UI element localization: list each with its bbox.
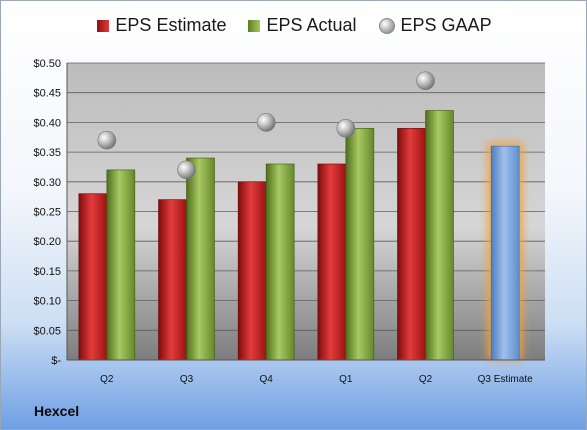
y-tick-label: $0.30 <box>33 177 61 189</box>
x-tick-label: Q4 <box>259 374 273 385</box>
y-tick-label: $0.35 <box>33 147 61 159</box>
bar-eps-estimate <box>397 128 426 361</box>
bar-eps-estimate <box>317 163 347 361</box>
marker-eps-gaap <box>336 119 356 138</box>
bar-eps-estimate <box>78 193 108 361</box>
legend-label-actual: EPS Actual <box>266 15 357 35</box>
x-tick-label: Q2 <box>100 374 114 385</box>
x-tick-label: Q3 <box>180 374 194 385</box>
legend-swatch-actual <box>248 19 261 32</box>
x-tick-label: Q2 <box>419 374 433 385</box>
bar-eps-forecast <box>490 145 520 361</box>
y-tick-label: $0.40 <box>33 117 61 129</box>
bar-eps-estimate <box>237 181 267 361</box>
legend: EPS Estimate EPS Actual EPS GAAP <box>1 15 586 36</box>
y-tick-label: $0.50 <box>33 58 61 70</box>
legend-swatch-estimate <box>97 19 110 32</box>
bar-eps-actual <box>345 128 375 361</box>
y-tick-label: $- <box>51 355 61 367</box>
y-tick-label: $0.25 <box>33 207 61 219</box>
y-tick-label: $0.45 <box>33 88 61 100</box>
legend-label-gaap: EPS GAAP <box>400 15 492 35</box>
legend-item-gaap: EPS GAAP <box>378 15 492 36</box>
x-tick-label: Q3 Estimate <box>478 374 533 385</box>
bar-eps-actual <box>106 169 136 361</box>
bar-eps-estimate <box>158 199 187 361</box>
y-tick-label: $0.05 <box>33 325 61 337</box>
y-tick-label: $0.15 <box>33 266 61 278</box>
y-tick-label: $0.20 <box>33 236 61 248</box>
legend-label-estimate: EPS Estimate <box>115 15 227 35</box>
bar-eps-actual <box>425 110 454 361</box>
legend-item-actual: EPS Actual <box>248 15 357 36</box>
bar-eps-actual <box>186 157 215 361</box>
marker-eps-gaap <box>256 113 276 132</box>
legend-item-estimate: EPS Estimate <box>97 15 226 36</box>
y-tick-label: $0.10 <box>33 296 61 308</box>
x-tick-label: Q1 <box>339 374 353 385</box>
bar-eps-actual <box>265 163 295 361</box>
marker-eps-gaap <box>177 160 196 180</box>
company-name: Hexcel <box>34 403 80 419</box>
marker-eps-gaap <box>416 71 435 91</box>
legend-swatch-gaap <box>378 17 395 34</box>
marker-eps-gaap <box>97 130 117 150</box>
